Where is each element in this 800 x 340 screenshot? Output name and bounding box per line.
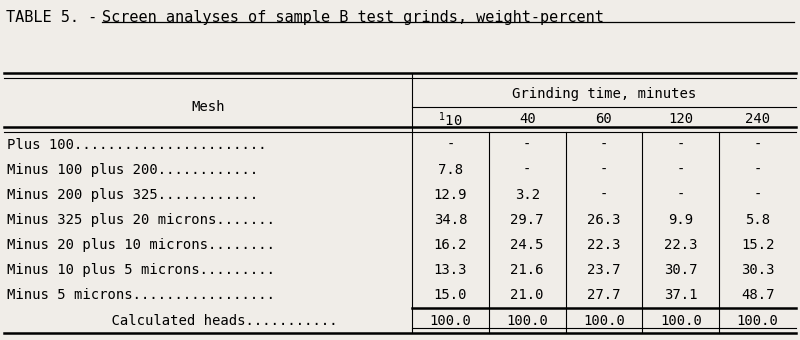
Text: 26.3: 26.3: [587, 213, 621, 227]
Text: Screen analyses of sample B test grinds, weight-percent: Screen analyses of sample B test grinds,…: [102, 10, 603, 25]
Text: 21.6: 21.6: [510, 263, 544, 277]
Text: -: -: [600, 163, 608, 177]
Text: 21.0: 21.0: [510, 288, 544, 303]
Text: Minus 325 plus 20 microns.......: Minus 325 plus 20 microns.......: [7, 213, 275, 227]
Text: 24.5: 24.5: [510, 238, 544, 252]
Text: 100.0: 100.0: [737, 313, 778, 328]
Text: 30.3: 30.3: [741, 263, 774, 277]
Text: 5.8: 5.8: [745, 213, 770, 227]
Text: 12.9: 12.9: [434, 188, 467, 202]
Text: 22.3: 22.3: [587, 238, 621, 252]
Text: -: -: [677, 163, 685, 177]
Text: 23.7: 23.7: [587, 263, 621, 277]
Text: 15.0: 15.0: [434, 288, 467, 303]
Text: -: -: [754, 137, 762, 152]
Text: 48.7: 48.7: [741, 288, 774, 303]
Text: 100.0: 100.0: [430, 313, 471, 328]
Text: Minus 10 plus 5 microns.........: Minus 10 plus 5 microns.........: [7, 263, 275, 277]
Text: 29.7: 29.7: [510, 213, 544, 227]
Text: -: -: [600, 137, 608, 152]
Text: Plus 100.......................: Plus 100.......................: [7, 137, 267, 152]
Text: 37.1: 37.1: [664, 288, 698, 303]
Text: -: -: [754, 188, 762, 202]
Text: 40: 40: [519, 112, 535, 126]
Text: -: -: [677, 188, 685, 202]
Text: Grinding time, minutes: Grinding time, minutes: [512, 87, 696, 101]
Text: 7.8: 7.8: [438, 163, 463, 177]
Text: Minus 200 plus 325............: Minus 200 plus 325............: [7, 188, 258, 202]
Text: 240: 240: [745, 112, 770, 126]
Text: -: -: [600, 188, 608, 202]
Text: 16.2: 16.2: [434, 238, 467, 252]
Text: 100.0: 100.0: [660, 313, 702, 328]
Text: -: -: [446, 137, 454, 152]
Text: 3.2: 3.2: [514, 188, 540, 202]
Text: 9.9: 9.9: [668, 213, 694, 227]
Text: 30.7: 30.7: [664, 263, 698, 277]
Text: $^1$10: $^1$10: [438, 110, 462, 129]
Text: Mesh: Mesh: [191, 100, 225, 114]
Text: Calculated heads...........: Calculated heads...........: [78, 313, 338, 328]
Text: 100.0: 100.0: [583, 313, 625, 328]
Text: 15.2: 15.2: [741, 238, 774, 252]
Text: -: -: [754, 163, 762, 177]
Text: 100.0: 100.0: [506, 313, 548, 328]
Text: -: -: [677, 137, 685, 152]
Text: Minus 100 plus 200............: Minus 100 plus 200............: [7, 163, 258, 177]
Text: TABLE 5. -: TABLE 5. -: [6, 10, 106, 25]
Text: -: -: [523, 137, 531, 152]
Text: 60: 60: [596, 112, 612, 126]
Text: 13.3: 13.3: [434, 263, 467, 277]
Text: 27.7: 27.7: [587, 288, 621, 303]
Text: 34.8: 34.8: [434, 213, 467, 227]
Text: -: -: [523, 163, 531, 177]
Text: 120: 120: [668, 112, 694, 126]
Text: Minus 20 plus 10 microns........: Minus 20 plus 10 microns........: [7, 238, 275, 252]
Text: Minus 5 microns.................: Minus 5 microns.................: [7, 288, 275, 303]
Text: 22.3: 22.3: [664, 238, 698, 252]
